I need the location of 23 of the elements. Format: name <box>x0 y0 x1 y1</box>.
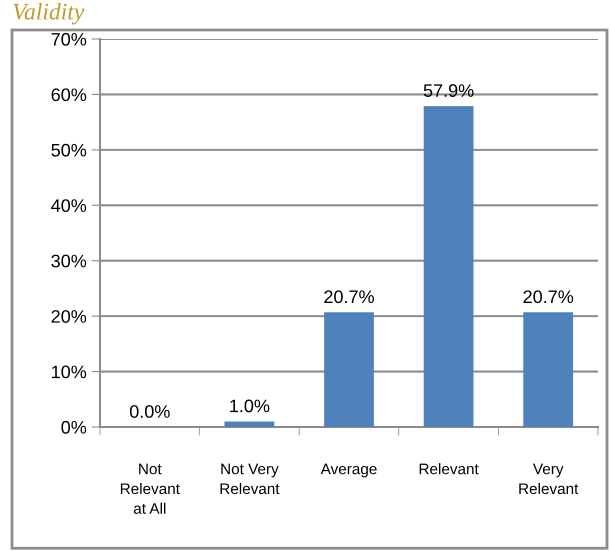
data-label: 0.0% <box>130 405 170 418</box>
data-label: 1.0% <box>230 400 270 412</box>
y-tick-label: 0% <box>61 420 86 434</box>
bar <box>523 312 574 427</box>
data-label: 57.9% <box>424 84 474 97</box>
y-tick-label: 30% <box>51 254 86 268</box>
y-tick-label: 60% <box>52 88 86 102</box>
y-tick-label: 10% <box>52 366 86 378</box>
x-tick-label: Very Relevant <box>519 464 578 494</box>
x-tick-label: Relevant <box>420 463 479 474</box>
data-label: 20.7% <box>324 290 374 304</box>
x-tick-label: Average <box>320 464 377 478</box>
bar <box>324 312 374 427</box>
chart-title: Validity <box>13 3 84 24</box>
y-tick-label: 20% <box>52 310 86 323</box>
bar <box>424 106 474 427</box>
bar <box>224 421 274 427</box>
y-tick-label: 40% <box>51 199 86 212</box>
y-tick-label: 50% <box>51 144 86 157</box>
data-label: 20.7% <box>524 290 574 304</box>
x-tick-label: Not Relevant at All <box>120 464 180 514</box>
x-tick-label: Not Very Relevant <box>220 464 280 494</box>
y-tick-label: 70% <box>52 32 86 46</box>
